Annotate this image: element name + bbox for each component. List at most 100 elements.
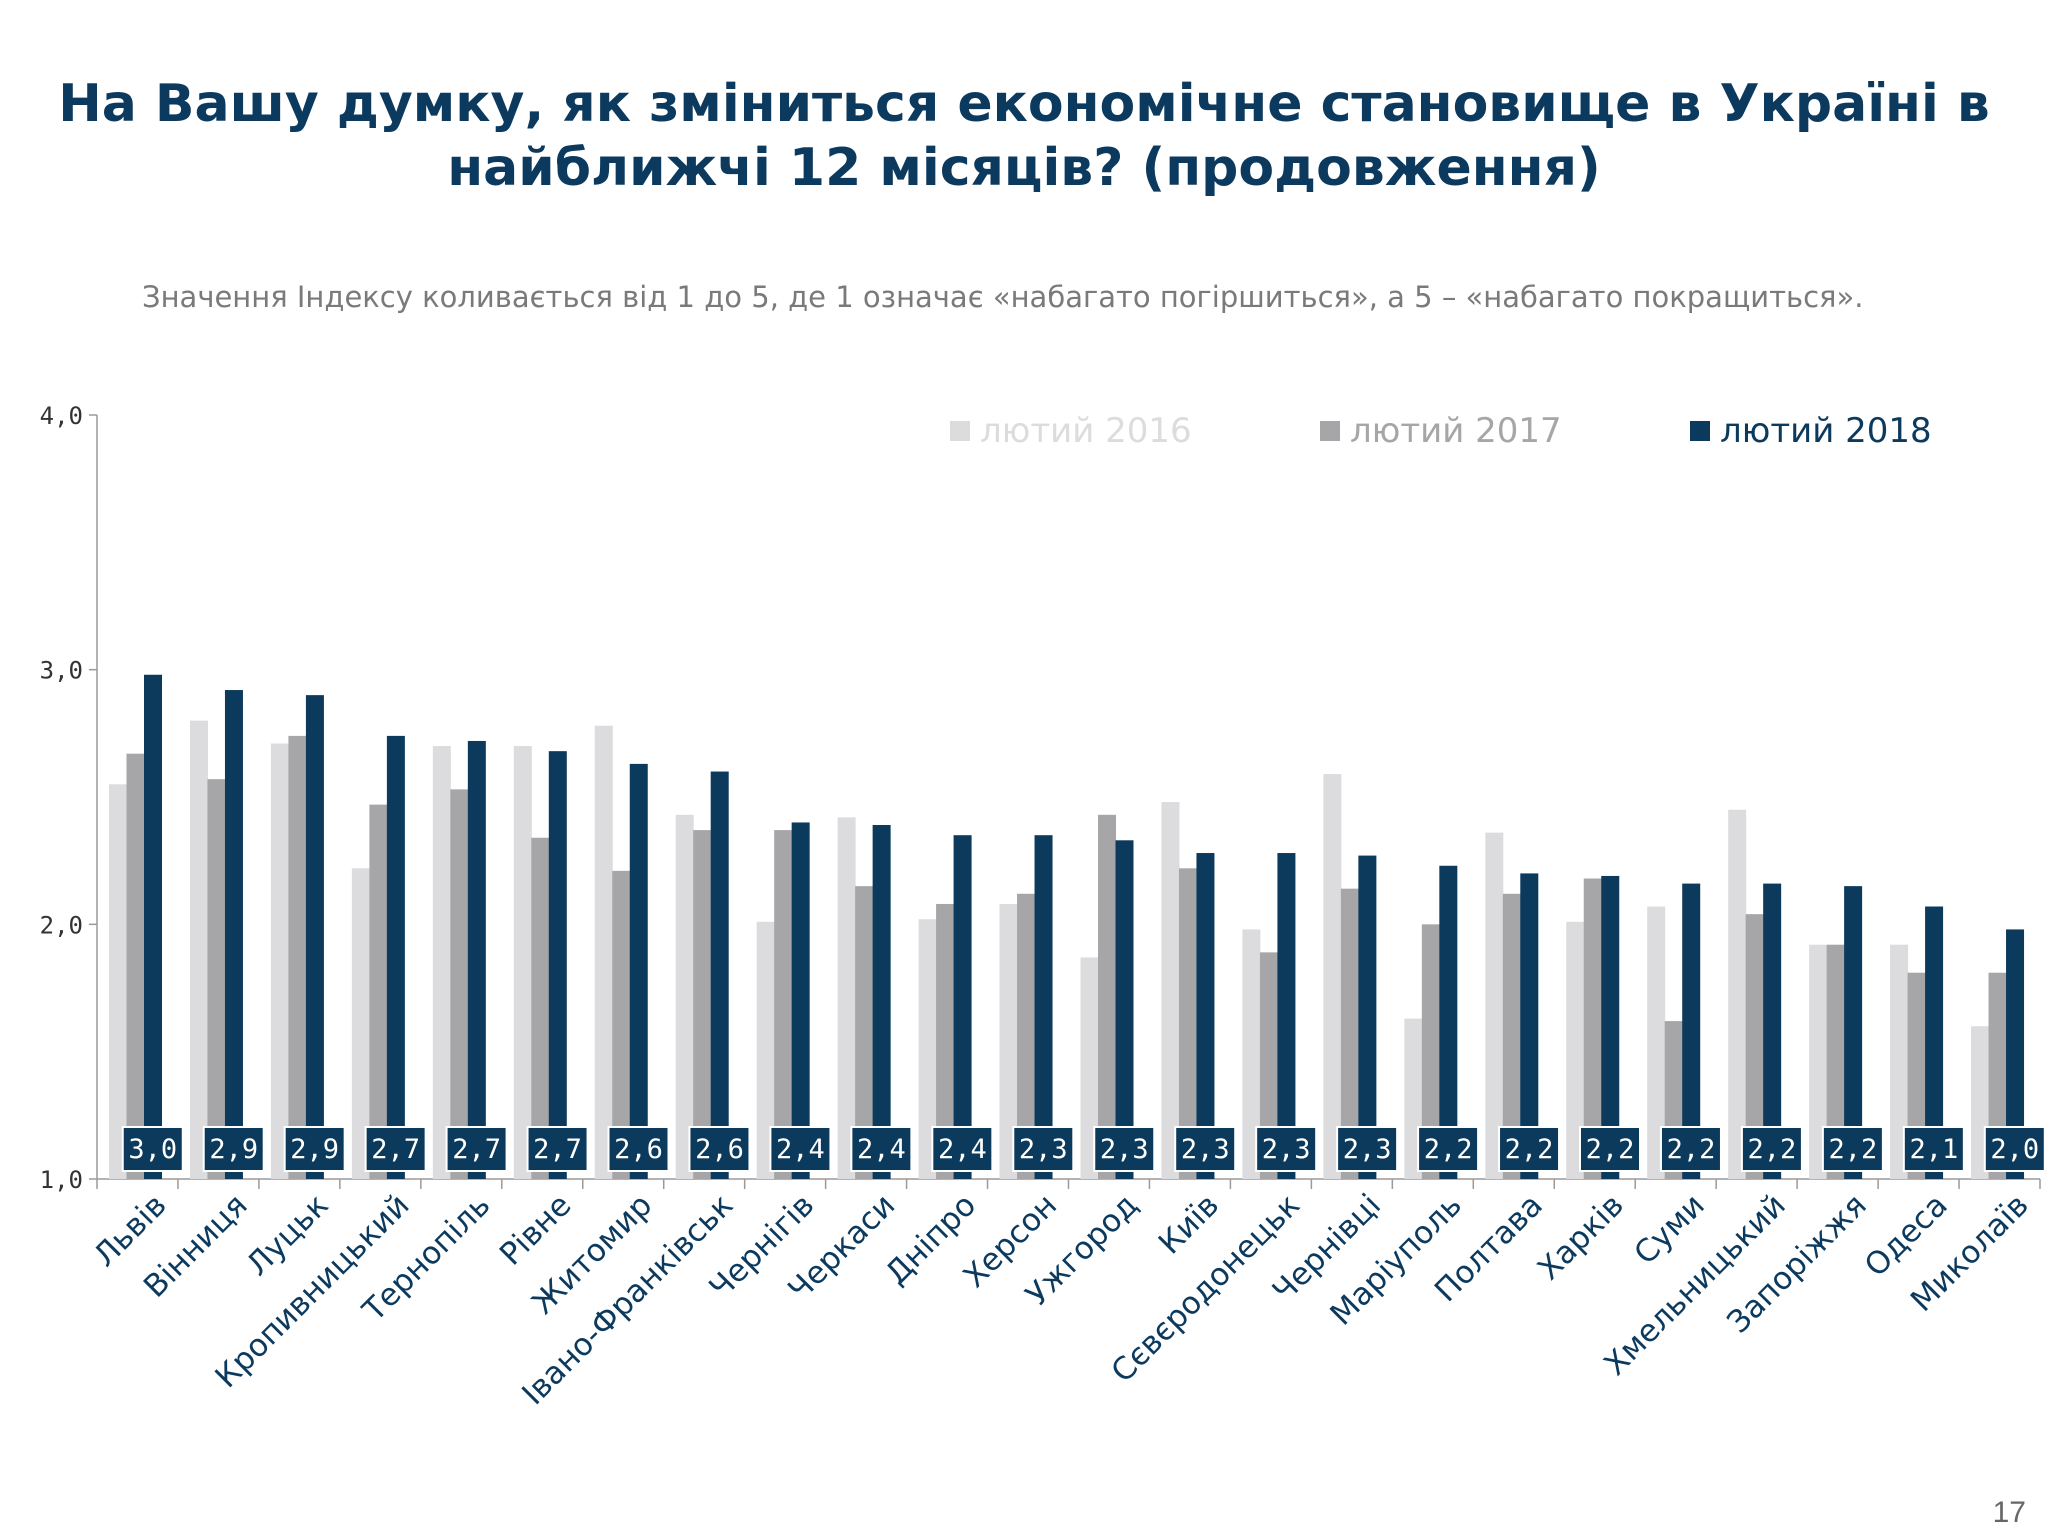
bar <box>288 735 307 1179</box>
bar <box>1034 835 1053 1179</box>
title-line-1: На Вашу думку, як зміниться економічне с… <box>58 74 1990 134</box>
bar <box>531 837 550 1179</box>
bar <box>432 746 451 1179</box>
bar <box>1682 883 1701 1179</box>
slide-title: На Вашу думку, як зміниться економічне с… <box>0 72 2048 200</box>
bar <box>872 825 891 1179</box>
data-label-box <box>364 1126 427 1172</box>
data-label-box <box>121 1126 184 1172</box>
legend-swatch <box>1690 421 1710 441</box>
y-tick-label: 4,0 <box>40 402 83 430</box>
data-label-box <box>931 1126 994 1172</box>
data-label-box <box>202 1126 265 1172</box>
bar <box>224 690 243 1179</box>
bar <box>612 870 631 1179</box>
data-label-box <box>283 1126 346 1172</box>
bar <box>270 743 289 1179</box>
bar <box>1763 883 1782 1179</box>
bar <box>351 868 370 1179</box>
data-label: 2,4 <box>776 1134 825 1165</box>
data-label: 2,6 <box>614 1134 663 1165</box>
bar <box>693 830 712 1179</box>
data-label-box <box>526 1126 589 1172</box>
data-label: 2,3 <box>1100 1134 1149 1165</box>
data-label-box <box>1902 1126 1965 1172</box>
bar <box>675 814 694 1179</box>
bar <box>467 740 486 1179</box>
bar <box>207 779 226 1179</box>
bar <box>1826 944 1845 1179</box>
bar <box>1242 929 1261 1179</box>
index-explanation: Значення Індексу коливається від 1 до 5,… <box>142 280 1864 314</box>
data-label-box <box>1012 1126 1075 1172</box>
title-line-2: найближчі 12 місяців? (продовження) <box>447 138 1601 198</box>
bar <box>513 746 532 1179</box>
bar <box>450 789 469 1179</box>
bar <box>1259 952 1278 1179</box>
data-label-box <box>1417 1126 1480 1172</box>
data-label-box <box>607 1126 670 1172</box>
data-label-box <box>1093 1126 1156 1172</box>
bar <box>1196 853 1215 1179</box>
category-label: Київ <box>1152 1187 1226 1261</box>
bar-chart: 1,02,03,04,03,0Львів2,9Вінниця2,9Луцьк2,… <box>40 402 2046 1412</box>
bar <box>1583 878 1602 1179</box>
data-label-box <box>445 1126 508 1172</box>
data-label-box <box>1579 1126 1641 1172</box>
bar <box>936 903 955 1179</box>
bar <box>1925 906 1944 1179</box>
y-tick-label: 1,0 <box>40 1166 83 1194</box>
bar <box>1566 921 1585 1179</box>
bar <box>1844 886 1863 1179</box>
data-label: 2,4 <box>938 1134 987 1165</box>
bar <box>1728 809 1747 1179</box>
bar <box>756 921 775 1179</box>
bar <box>305 695 324 1179</box>
data-label: 3,0 <box>128 1134 177 1165</box>
bar <box>189 720 208 1179</box>
bar <box>1601 875 1620 1179</box>
data-label: 2,1 <box>1909 1134 1958 1165</box>
bar <box>774 830 793 1179</box>
data-label-box <box>850 1126 913 1172</box>
bar <box>109 784 127 1179</box>
bar <box>1080 957 1099 1179</box>
data-label: 2,2 <box>1667 1134 1716 1165</box>
data-label: 2,7 <box>452 1134 501 1165</box>
data-label: 2,6 <box>695 1134 744 1165</box>
data-label-box <box>1255 1126 1318 1172</box>
bar <box>1485 832 1504 1179</box>
data-label-box <box>769 1126 832 1172</box>
bar <box>953 835 972 1179</box>
legend-swatch <box>950 421 970 441</box>
data-label: 2,2 <box>1505 1134 1554 1165</box>
bar <box>791 822 810 1179</box>
bar <box>1520 873 1539 1179</box>
bar <box>629 763 648 1179</box>
bar <box>1017 893 1036 1179</box>
bar <box>1161 802 1180 1179</box>
bar <box>144 674 162 1179</box>
page-number: 17 <box>1992 1496 2026 1529</box>
data-label: 2,2 <box>1828 1134 1877 1165</box>
bar <box>1745 914 1764 1179</box>
bar <box>1340 888 1359 1179</box>
data-label: 2,3 <box>1181 1134 1230 1165</box>
bar <box>999 903 1018 1179</box>
bar <box>369 804 388 1179</box>
bar <box>710 771 729 1179</box>
bar <box>386 735 405 1179</box>
bar <box>1647 906 1666 1179</box>
y-tick-label: 3,0 <box>40 657 83 685</box>
data-label-box <box>1336 1126 1399 1172</box>
data-label: 2,9 <box>209 1134 258 1165</box>
data-label-box <box>688 1126 751 1172</box>
legend-label: лютий 2017 <box>1350 411 1562 451</box>
bar <box>1502 893 1521 1179</box>
bar <box>1421 924 1440 1179</box>
data-label: 2,3 <box>1262 1134 1311 1165</box>
bar <box>2006 929 2025 1179</box>
data-label: 2,2 <box>1748 1134 1797 1165</box>
category-label: Харків <box>1531 1187 1631 1287</box>
data-label: 2,7 <box>533 1134 582 1165</box>
